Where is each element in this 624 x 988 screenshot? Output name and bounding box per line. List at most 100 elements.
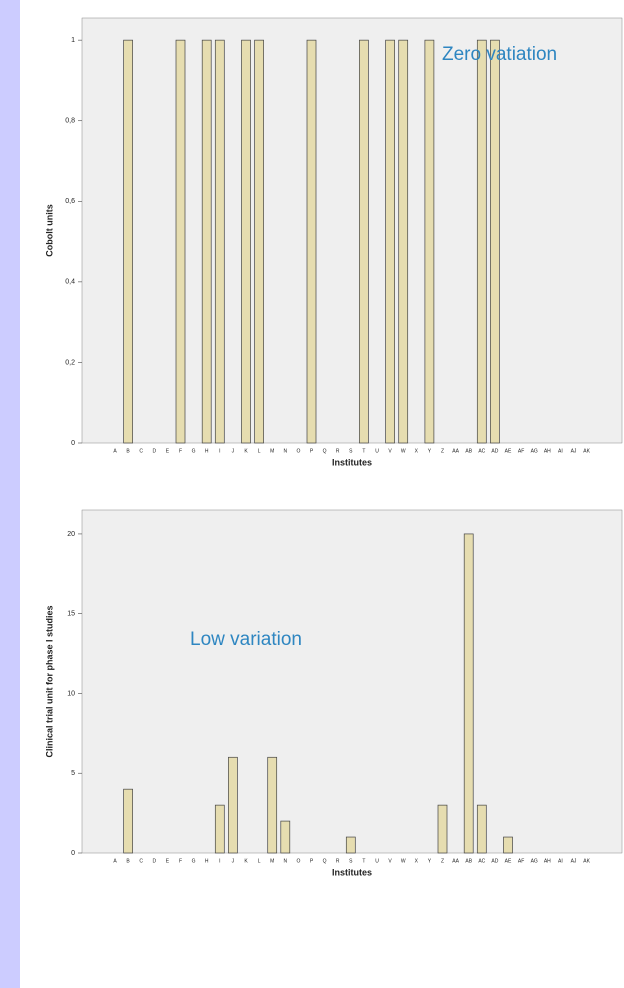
- x-tick-label: AB: [465, 448, 472, 454]
- y-tick-label: 0: [71, 440, 75, 447]
- bar: [214, 39, 225, 444]
- x-tick-label: U: [375, 858, 379, 864]
- y-axis-title: Cobolt units: [44, 204, 54, 257]
- y-tick-label: 0,2: [65, 359, 75, 366]
- y-tick-label: 10: [67, 690, 75, 697]
- bar: [385, 39, 395, 444]
- x-tick-label: AF: [518, 858, 524, 864]
- x-tick-label: G: [192, 448, 196, 454]
- x-tick-label: Q: [323, 858, 327, 864]
- x-tick-label: L: [258, 858, 261, 864]
- x-tick-label: O: [296, 448, 300, 454]
- y-axis-title: Clinical trial unit for phase I studies: [44, 605, 54, 757]
- x-tick-label: F: [179, 448, 182, 454]
- x-tick-label: M: [270, 448, 274, 454]
- x-axis-title: Institutes: [332, 867, 372, 877]
- x-tick-label: F: [179, 858, 182, 864]
- x-tick-label: AG: [531, 448, 538, 454]
- plot-area: [81, 509, 623, 854]
- x-tick-label: I: [219, 448, 220, 454]
- x-tick-label: B: [126, 858, 130, 864]
- x-tick-label: P: [310, 858, 314, 864]
- x-tick-label: P: [310, 448, 314, 454]
- x-tick-label: Q: [323, 448, 327, 454]
- bar: [214, 804, 225, 854]
- x-tick-label: S: [349, 858, 353, 864]
- bar: [503, 836, 513, 854]
- x-tick-label: S: [349, 448, 353, 454]
- x-tick-label: AK: [583, 448, 590, 454]
- bar: [437, 804, 448, 854]
- bar: [123, 788, 133, 854]
- x-tick-label: R: [336, 858, 340, 864]
- x-tick-label: K: [244, 858, 248, 864]
- x-tick-label: X: [415, 858, 419, 864]
- x-tick-label: V: [388, 858, 392, 864]
- x-tick-label: T: [362, 448, 365, 454]
- x-tick-label: AI: [558, 858, 563, 864]
- bar: [359, 39, 369, 444]
- x-tick-label: M: [270, 858, 274, 864]
- x-tick-label: X: [415, 448, 419, 454]
- x-tick-label: Z: [441, 858, 444, 864]
- y-tick-label: 0,4: [65, 279, 75, 286]
- x-tick-label: G: [192, 858, 196, 864]
- bar: [228, 756, 238, 854]
- y-tick-label: 20: [67, 531, 75, 538]
- y-tick-label: 1: [71, 37, 75, 44]
- x-tick-label: R: [336, 448, 340, 454]
- x-tick-label: AA: [452, 858, 459, 864]
- bar: [490, 39, 500, 444]
- x-tick-label: H: [205, 858, 209, 864]
- x-tick-label: AC: [478, 448, 485, 454]
- x-tick-label: E: [166, 448, 170, 454]
- x-tick-label: J: [232, 858, 235, 864]
- x-tick-label: H: [205, 448, 209, 454]
- x-tick-label: A: [113, 448, 117, 454]
- annotation: Zero vatiation: [442, 44, 557, 65]
- x-tick-label: AI: [558, 448, 563, 454]
- x-tick-label: V: [388, 448, 392, 454]
- bar: [267, 756, 278, 854]
- x-tick-label: Z: [441, 448, 444, 454]
- x-tick-label: AE: [505, 858, 512, 864]
- x-tick-label: D: [152, 448, 156, 454]
- x-tick-label: W: [401, 448, 406, 454]
- y-tick-label: 0,6: [65, 198, 75, 205]
- x-tick-label: O: [296, 858, 300, 864]
- x-tick-label: C: [139, 858, 143, 864]
- x-tick-label: Y: [428, 448, 432, 454]
- bar: [254, 39, 264, 444]
- x-tick-label: AK: [583, 858, 590, 864]
- x-tick-label: AH: [544, 448, 551, 454]
- x-tick-label: AD: [491, 858, 498, 864]
- x-tick-label: AJ: [571, 448, 577, 454]
- x-tick-label: AC: [478, 858, 485, 864]
- x-tick-label: U: [375, 448, 379, 454]
- x-tick-label: Y: [428, 858, 432, 864]
- bar: [424, 39, 435, 444]
- bar: [201, 39, 212, 444]
- x-tick-label: AB: [465, 858, 472, 864]
- x-tick-label: C: [139, 448, 143, 454]
- x-tick-label: AG: [531, 858, 538, 864]
- bar: [476, 804, 487, 854]
- x-tick-label: AE: [505, 448, 512, 454]
- y-tick-label: 5: [71, 770, 75, 777]
- x-tick-label: B: [126, 448, 130, 454]
- x-tick-label: AF: [518, 448, 524, 454]
- bar: [306, 39, 317, 444]
- x-tick-label: I: [219, 858, 220, 864]
- bar: [463, 533, 474, 854]
- x-tick-label: AA: [452, 448, 459, 454]
- bar: [280, 820, 291, 854]
- x-tick-label: J: [232, 448, 235, 454]
- x-tick-label: K: [244, 448, 248, 454]
- bar: [398, 39, 409, 444]
- x-tick-label: T: [362, 858, 365, 864]
- x-tick-label: E: [166, 858, 170, 864]
- x-tick-label: AD: [491, 448, 498, 454]
- y-tick-label: 0,8: [65, 118, 75, 125]
- x-tick-label: W: [401, 858, 406, 864]
- bar: [476, 39, 487, 444]
